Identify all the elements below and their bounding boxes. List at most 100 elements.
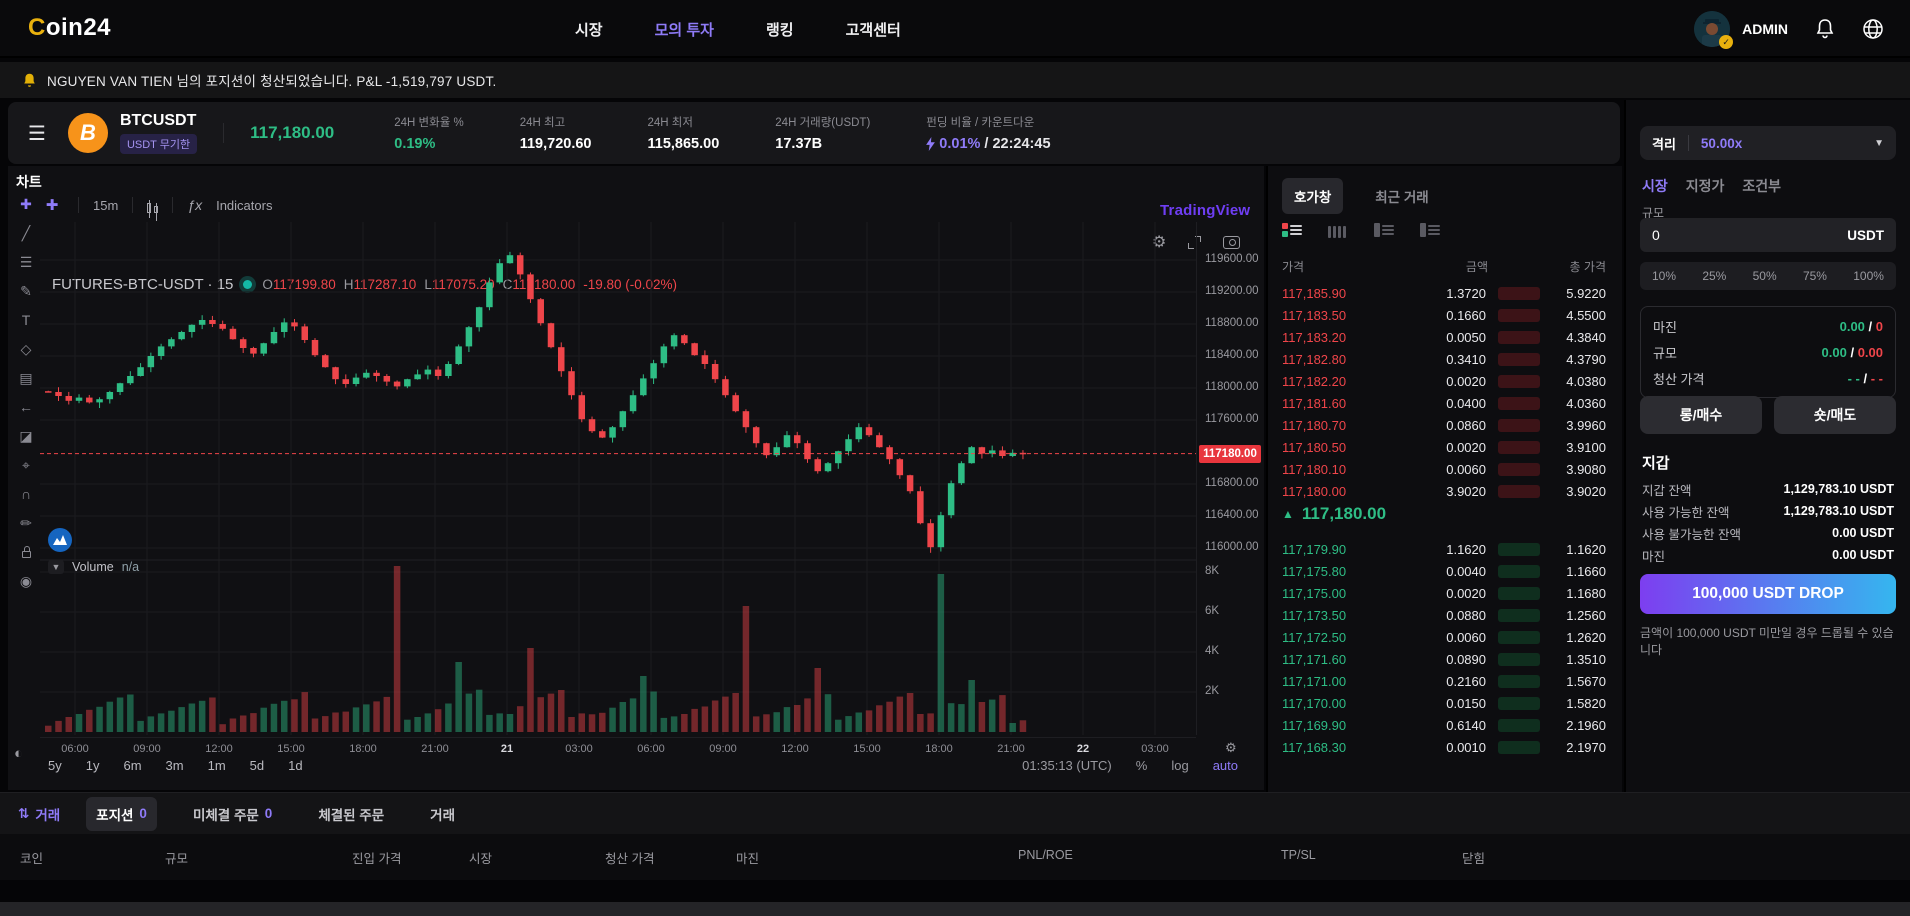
order-tab-지정가[interactable]: 지정가: [1685, 178, 1725, 194]
ask-row[interactable]: 117,182.20 0.0020 4.0380: [1282, 370, 1606, 392]
bid-row[interactable]: 117,168.30 0.0010 2.1970: [1282, 736, 1606, 758]
percent-scale-button[interactable]: %: [1135, 758, 1148, 773]
log-scale-button[interactable]: log: [1171, 758, 1189, 773]
percent-50%[interactable]: 50%: [1752, 269, 1777, 283]
candlestick-chart[interactable]: [40, 222, 1196, 735]
ask-row[interactable]: 117,180.10 0.0060 3.9080: [1282, 458, 1606, 480]
app-logo[interactable]: Coin24: [28, 14, 111, 42]
bottom-tab-거래[interactable]: 거래: [420, 797, 465, 831]
bottom-tab-체결된 주문[interactable]: 체결된 주문: [308, 797, 394, 831]
arrow-tool-icon[interactable]: ←: [19, 399, 33, 415]
view-bids-icon[interactable]: [1420, 222, 1440, 238]
tradingview-bubble-icon[interactable]: [48, 528, 72, 552]
nav-item-모의 투자[interactable]: 모의 투자: [654, 21, 714, 39]
eye-tool-icon[interactable]: ◉: [19, 572, 33, 589]
chart-clock[interactable]: 01:35:13 (UTC): [1022, 758, 1112, 773]
ask-row[interactable]: 117,181.60 0.0400 4.0360: [1282, 392, 1606, 414]
trend-line-tool-icon[interactable]: ╱: [21, 224, 31, 241]
forecast-tool-icon[interactable]: ▤: [19, 369, 33, 386]
price-axis[interactable]: 119600.00 119200.00 118800.00 118400.00 1180…: [1196, 222, 1262, 735]
view-asks-icon[interactable]: [1374, 222, 1394, 238]
timeframe-5d[interactable]: 5d: [249, 758, 265, 773]
bid-row[interactable]: 117,171.00 0.2160 1.5670: [1282, 670, 1606, 692]
crosshair-tool-icon[interactable]: ✚: [20, 195, 32, 212]
order-tab-시장[interactable]: 시장: [1642, 178, 1668, 194]
ask-row[interactable]: 117,180.70 0.0860 3.9960: [1282, 414, 1606, 436]
ask-row[interactable]: 117,182.80 0.3410 4.3790: [1282, 348, 1606, 370]
bid-row[interactable]: 117,179.90 1.1620 1.1620: [1282, 538, 1606, 560]
bid-row[interactable]: 117,175.80 0.0040 1.1660: [1282, 560, 1606, 582]
ask-row[interactable]: 117,185.90 1.3720 5.9220: [1282, 282, 1606, 304]
bid-row[interactable]: 117,172.50 0.0060 1.2620: [1282, 626, 1606, 648]
percent-25%[interactable]: 25%: [1702, 269, 1727, 283]
bottom-tab-포지션[interactable]: 포지션 0: [86, 796, 157, 831]
bid-row[interactable]: 117,173.50 0.0880 1.2560: [1282, 604, 1606, 626]
nav-item-랭킹[interactable]: 랭킹: [765, 21, 794, 39]
timeframe-1m[interactable]: 1m: [207, 758, 226, 773]
bid-row[interactable]: 117,171.60 0.0890 1.3510: [1282, 648, 1606, 670]
bid-row[interactable]: 117,175.00 0.0020 1.1680: [1282, 582, 1606, 604]
bottom-tab-trade-toggle[interactable]: ⇅ 거래: [18, 804, 60, 824]
chart-legend[interactable]: FUTURES-BTC-USDT · 15 O117199.80 H117287.…: [52, 276, 677, 293]
admin-label[interactable]: ADMIN: [1742, 21, 1788, 37]
usdt-drop-button[interactable]: 100,000 USDT DROP: [1640, 574, 1896, 614]
market-list-menu-icon[interactable]: ☰: [28, 122, 46, 145]
text-tool-icon[interactable]: T: [21, 312, 31, 328]
fib-retracement-tool-icon[interactable]: ☰: [19, 253, 33, 270]
timeframe-6m[interactable]: 6m: [123, 758, 142, 773]
notifications-bell-icon[interactable]: [1814, 18, 1836, 40]
magnet-tool-icon[interactable]: ∩: [20, 486, 32, 502]
axis-settings-gear-icon[interactable]: ⚙: [1225, 740, 1237, 755]
screenshot-camera-icon[interactable]: [1223, 235, 1241, 249]
contrast-circle-icon[interactable]: ◐: [14, 745, 24, 762]
nav-item-시장[interactable]: 시장: [575, 21, 603, 39]
percent-10%[interactable]: 10%: [1652, 269, 1677, 283]
tab-orderbook[interactable]: 호가창: [1282, 178, 1344, 214]
bid-row[interactable]: 117,169.90 0.6140 2.1960: [1282, 714, 1606, 736]
ask-row[interactable]: 117,180.00 3.9020 3.9020: [1282, 480, 1606, 502]
xabcd-pattern-tool-icon[interactable]: ◇: [20, 340, 32, 357]
order-tab-조건부[interactable]: 조건부: [1742, 178, 1782, 194]
percent-75%[interactable]: 75%: [1802, 269, 1827, 283]
timeframe-1y[interactable]: 1y: [85, 758, 100, 773]
bottom-tab-미체결 주문[interactable]: 미체결 주문 0: [183, 797, 282, 831]
percent-100%[interactable]: 100%: [1853, 269, 1884, 283]
draw-tool-icon[interactable]: ✏: [20, 514, 32, 531]
bid-row[interactable]: 117,170.00 0.0150 1.5820: [1282, 692, 1606, 714]
fullscreen-icon[interactable]: [1188, 235, 1202, 249]
timeframe-1d[interactable]: 1d: [288, 758, 303, 773]
short-sell-button[interactable]: 숏/매도: [1774, 396, 1896, 434]
chart-settings-gear-icon[interactable]: ⚙: [1152, 234, 1167, 251]
mid-price-row[interactable]: ▲ 117,180.00: [1282, 504, 1386, 524]
lock-tool-icon[interactable]: [14, 544, 38, 560]
fx-icon[interactable]: ƒx: [187, 197, 203, 213]
tab-recent-trades[interactable]: 최근 거래: [1375, 190, 1429, 205]
chevron-down-icon[interactable]: ▼: [48, 560, 64, 574]
indicators-button[interactable]: Indicators: [216, 197, 273, 213]
timeframe-3m[interactable]: 3m: [165, 758, 184, 773]
interval-button[interactable]: 15m: [93, 197, 119, 213]
zoom-tool-icon[interactable]: ⌖: [22, 456, 30, 473]
user-avatar[interactable]: ✓: [1694, 11, 1734, 49]
volume-indicator-row[interactable]: ▼ Volume n/a: [48, 560, 139, 574]
leverage-selector[interactable]: 격리 50.00x ▼: [1640, 126, 1896, 160]
chart-style-candles-icon[interactable]: [147, 197, 159, 221]
crosshair-mode-icon[interactable]: ✚: [45, 197, 59, 214]
symbol-block[interactable]: BTCUSDT USDT 무기한: [119, 112, 198, 154]
ask-row[interactable]: 117,183.20 0.0050 4.3840: [1282, 326, 1606, 348]
bottom-scrollbar[interactable]: [0, 902, 1910, 916]
eraser-tool-icon[interactable]: ◪: [19, 427, 33, 444]
brush-tool-icon[interactable]: ✎: [20, 282, 32, 299]
time-axis[interactable]: 06:00 09:00 12:00 15:00 18:00 21:00 21 03:00 06:…: [40, 737, 1196, 757]
language-globe-icon[interactable]: [1862, 18, 1884, 40]
auto-scale-button[interactable]: auto: [1212, 758, 1238, 773]
ask-row[interactable]: 117,183.50 0.1660 4.5500: [1282, 304, 1606, 326]
view-both-icon[interactable]: [1282, 222, 1302, 238]
size-input[interactable]: 0 USDT: [1640, 218, 1896, 252]
long-buy-button[interactable]: 롱/매수: [1640, 396, 1762, 434]
timeframe-5y[interactable]: 5y: [48, 758, 62, 773]
nav-item-고객센터[interactable]: 고객센터: [845, 21, 901, 39]
view-depth-icon[interactable]: [1328, 222, 1348, 238]
tradingview-logo[interactable]: TradingView: [1160, 202, 1251, 219]
ask-row[interactable]: 117,180.50 0.0020 3.9100: [1282, 436, 1606, 458]
